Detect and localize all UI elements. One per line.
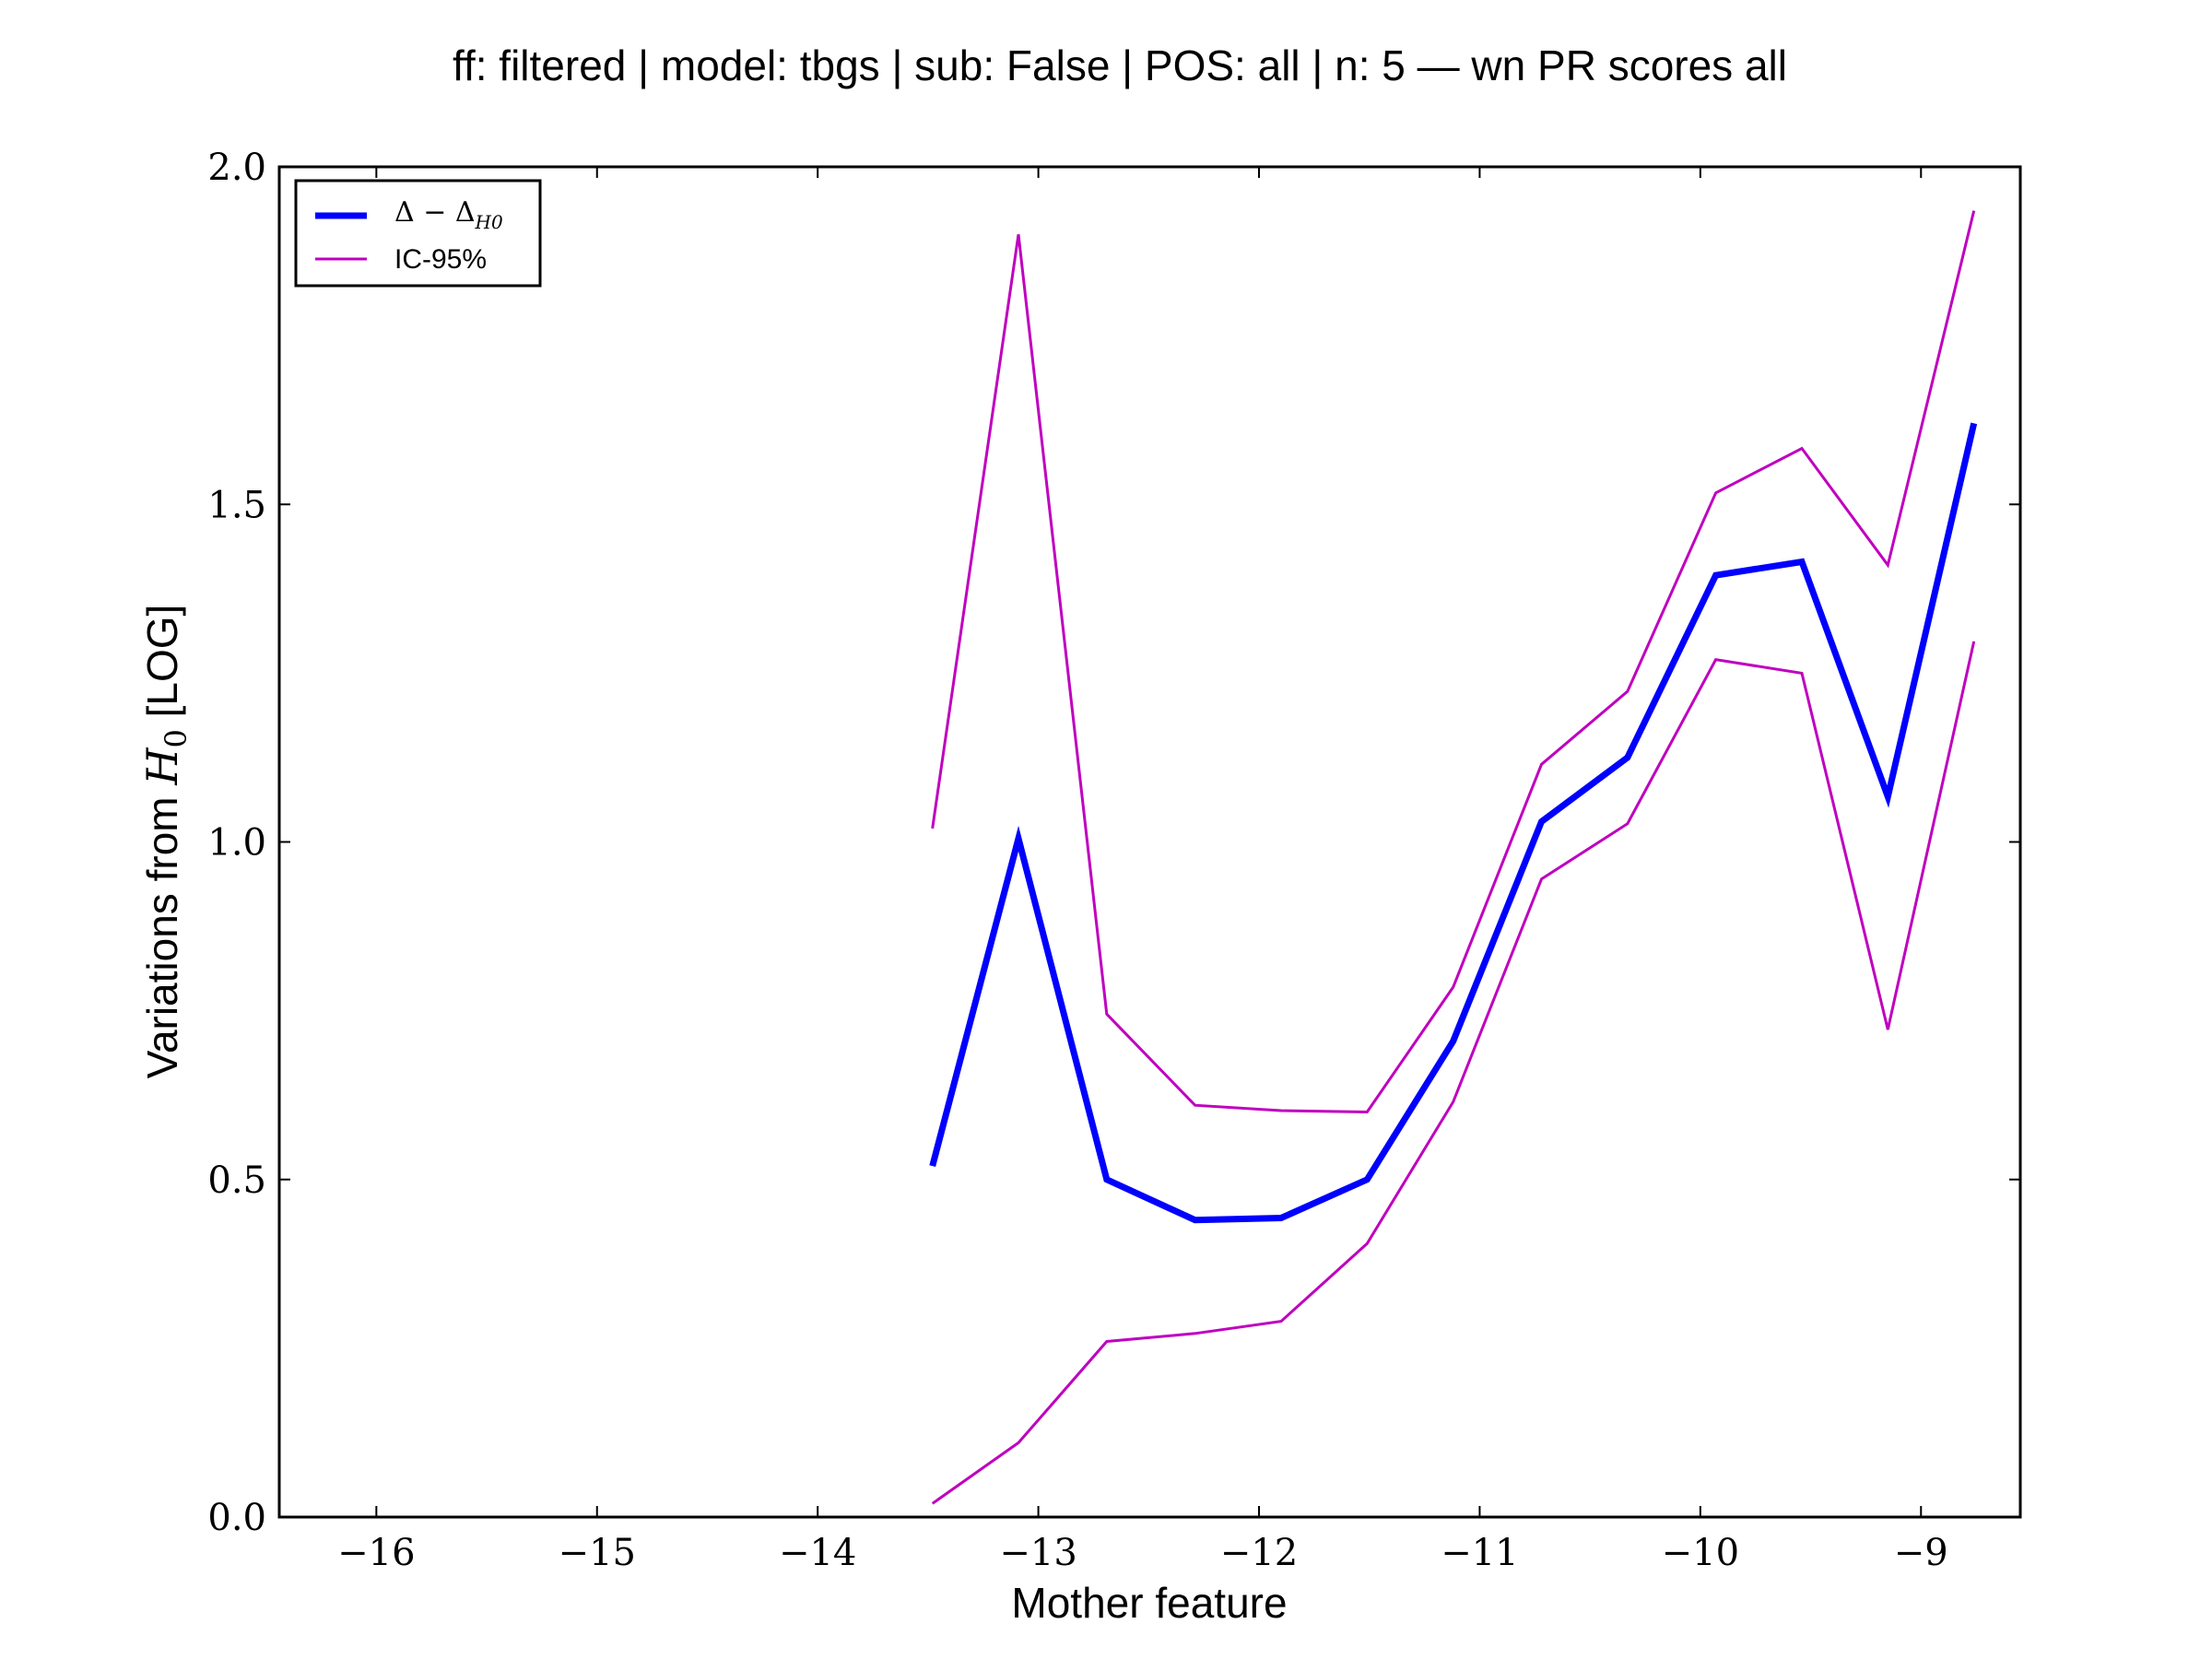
x-tick-label: −15 (559, 1532, 636, 1574)
plot-frame (279, 167, 2020, 1517)
series-layer (929, 210, 1978, 1505)
y-axis-label-symbol: H (137, 747, 187, 786)
legend-box (294, 179, 542, 288)
series-line-delta (929, 422, 1978, 1224)
plot-border (277, 165, 2022, 1519)
y-axis-label-subscript: 0 (159, 729, 194, 747)
legend-label-delta: Δ − ΔH0 (394, 196, 503, 233)
y-axis-label-prefix: Variations from (138, 785, 186, 1079)
legend-label-ic95: IC-95% (394, 244, 487, 275)
y-axis-label: Variations from H0 [LOG] (137, 605, 194, 1079)
x-tick-label: −10 (1662, 1532, 1739, 1574)
x-tick-label: −13 (999, 1532, 1077, 1574)
legend-label-delta-subscript: H0 (475, 211, 503, 233)
plot-area (277, 165, 2022, 1519)
y-tick-label: 1.5 (207, 484, 266, 526)
x-tick-label: −14 (779, 1532, 856, 1574)
legend-label-delta-text: Δ − Δ (394, 196, 476, 229)
y-tick-label: 1.0 (207, 822, 266, 865)
series-line-ic95-upper (931, 210, 1976, 1114)
x-tick-label: −11 (1441, 1532, 1518, 1574)
x-tick-labels: −16 −15 −14 −13 −12 −11 −10 −9 (337, 1532, 1948, 1574)
y-tick-label: 2.0 (207, 147, 266, 189)
x-tick-label: −9 (1894, 1532, 1948, 1574)
series-line-ic95-lower (931, 641, 1976, 1505)
y-tick-label: 0.0 (207, 1497, 266, 1539)
y-tick-label: 0.5 (207, 1159, 266, 1202)
y-axis-label-suffix: [LOG] (138, 605, 186, 729)
x-axis-label: Mother feature (1011, 1579, 1287, 1627)
chart-title: ff: filtered | model: tbgs | sub: False … (453, 41, 1787, 89)
x-tick-label: −12 (1220, 1532, 1298, 1574)
legend: Δ − ΔH0 IC-95% (294, 179, 542, 288)
x-tick-label: −16 (337, 1532, 415, 1574)
y-tick-labels: 0.0 0.5 1.0 1.5 2.0 (207, 147, 266, 1539)
